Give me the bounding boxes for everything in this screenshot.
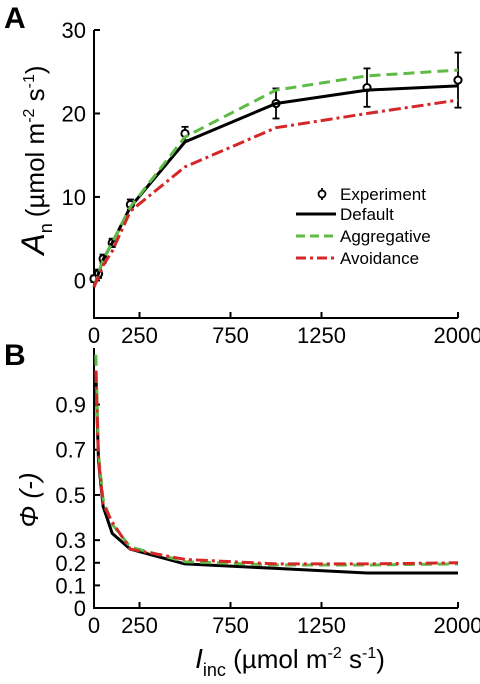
- legend-label-avoidance: Avoidance: [340, 249, 419, 268]
- legend-experiment-marker: [317, 189, 327, 199]
- panel-b-xtick-label: 0: [88, 613, 100, 638]
- panel-b-xtick-label: 750: [212, 613, 249, 638]
- panel-a-axes: 0 250 750 1250 2000 0 10 20 30: [62, 18, 480, 348]
- panel-b-xlabel: Iinc (µmol m-2 s-1): [195, 643, 385, 680]
- panel-a-ytick-label: 30: [62, 18, 86, 43]
- panel-a-ylabel: An(µmol m-2 s-1): [15, 65, 56, 256]
- panel-a-legend: Experiment Default Aggregative Avoidance: [296, 185, 431, 268]
- legend-label-default: Default: [340, 205, 394, 224]
- panel-b-xtick-label: 250: [121, 613, 158, 638]
- legend-label-experiment: Experiment: [340, 185, 426, 204]
- panel-a-label: A: [4, 2, 26, 35]
- panel-b-ytick-label: 0.7: [55, 438, 86, 463]
- panel-b-series-default-line: [94, 370, 458, 575]
- panel-a-ytick-label: 10: [62, 185, 86, 210]
- panel-a-ytick-label: 20: [62, 101, 86, 126]
- experiment-point: [453, 75, 463, 85]
- panel-b-xtick-label: 2000: [434, 613, 480, 638]
- panel-b-ylabel: Φ (-): [14, 473, 44, 528]
- legend-label-aggregative: Aggregative: [340, 227, 431, 246]
- panel-b-xtick-label: 1250: [297, 613, 346, 638]
- panel-b-label: B: [4, 339, 26, 372]
- panel-a-xtick-label: 250: [121, 323, 158, 348]
- panel-a-series-avoidance-line: [92, 98, 459, 288]
- panel-b-axes: 0 250 750 1250 2000 00.10.20.3 0.5 0.7 0.9: [55, 348, 480, 638]
- panel-b-series-avoidance-line: [94, 370, 459, 566]
- panel-b-series-aggregative-line: [94, 354, 459, 567]
- panel-a-ytick-label: 0: [74, 268, 86, 293]
- panel-a-xtick-label: 0: [88, 323, 100, 348]
- panel-a-series-default-line: [92, 84, 459, 288]
- panel-a-xtick-label: 2000: [434, 323, 480, 348]
- panel-a-xtick-label: 750: [212, 323, 249, 348]
- panel-b-ytick-label: 0.9: [55, 393, 86, 418]
- panel-b-ytick-label: 0.5: [55, 483, 86, 508]
- panel-b-ytick-label: 0.3: [55, 528, 86, 553]
- panel-b-ytick-label: 0: [74, 596, 86, 621]
- panel-a-xtick-label: 1250: [297, 323, 346, 348]
- panel-b-ytick-label: 0.1: [55, 573, 86, 598]
- panel-b-ytick-label: 0.2: [55, 551, 86, 576]
